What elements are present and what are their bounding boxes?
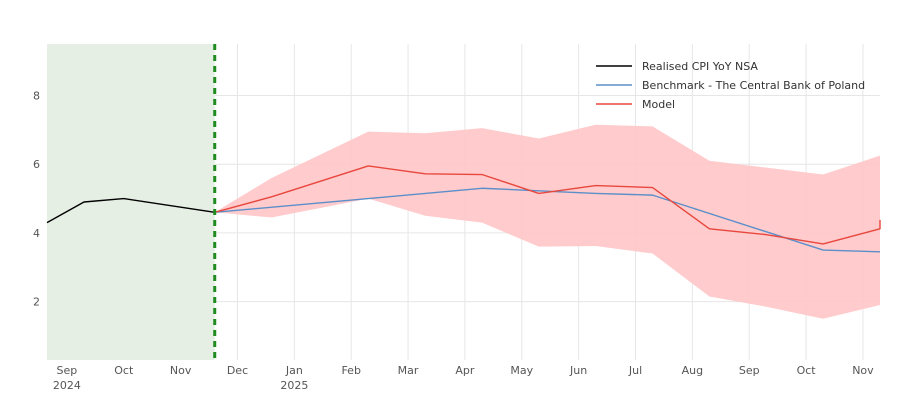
model-band-area	[214, 124, 881, 319]
history-shading-rect	[47, 44, 215, 360]
y-axis: 2 4 6 8	[33, 90, 40, 309]
y-tick-label-8: 8	[33, 90, 40, 103]
legend-label-realised-cpi-yoy-nsa[interactable]: Realised CPI YoY NSA	[642, 60, 758, 73]
series-line-model	[214, 165, 881, 245]
x-tick-label-jan-4: Jan	[285, 364, 303, 377]
x-tick-label-oct-13: Oct	[797, 364, 817, 377]
x-tick-label-apr-7: Apr	[455, 364, 475, 377]
x-axis: Sep 2024 Oct Nov Dec Jan 2025 Feb Mar Apr May Jun Ju…	[53, 364, 874, 392]
x-tick-year-2025: 2025	[280, 379, 308, 392]
x-tick-label-oct-1: Oct	[114, 364, 134, 377]
x-tick-label-feb-5: Feb	[341, 364, 360, 377]
series-line-realised-cpi-yoy-nsa	[46, 197, 215, 224]
x-tick-label-may-8: May	[510, 364, 533, 377]
series-lines	[46, 165, 881, 253]
y-tick-label-2: 2	[33, 296, 40, 309]
y-tick-label-6: 6	[33, 158, 40, 171]
x-tick-label-dec-3: Dec	[227, 364, 248, 377]
x-tick-label-nov-2: Nov	[170, 364, 192, 377]
x-tick-label-sep-12: Sep	[739, 364, 760, 377]
x-tick-year-2024: 2024	[53, 379, 81, 392]
legend-label-benchmark-the-central-bank-of-poland[interactable]: Benchmark - The Central Bank of Poland	[642, 79, 865, 92]
x-tick-label-aug-11: Aug	[682, 364, 703, 377]
x-tick-label-nov-14: Nov	[852, 364, 874, 377]
model-confidence-band	[214, 124, 881, 319]
series-line-benchmark-the-central-bank-of-poland	[214, 187, 881, 253]
legend-label-model[interactable]: Model	[642, 98, 675, 111]
y-tick-label-4: 4	[33, 227, 40, 240]
x-tick-label-jul-10: Jul	[628, 364, 642, 377]
history-shading	[47, 44, 215, 360]
legend[interactable]: Realised CPI YoY NSA Benchmark - The Cent…	[596, 60, 865, 111]
x-tick-label-sep-0: Sep	[57, 364, 78, 377]
x-tick-label-jun-9: Jun	[569, 364, 587, 377]
x-tick-label-mar-6: Mar	[398, 364, 419, 377]
